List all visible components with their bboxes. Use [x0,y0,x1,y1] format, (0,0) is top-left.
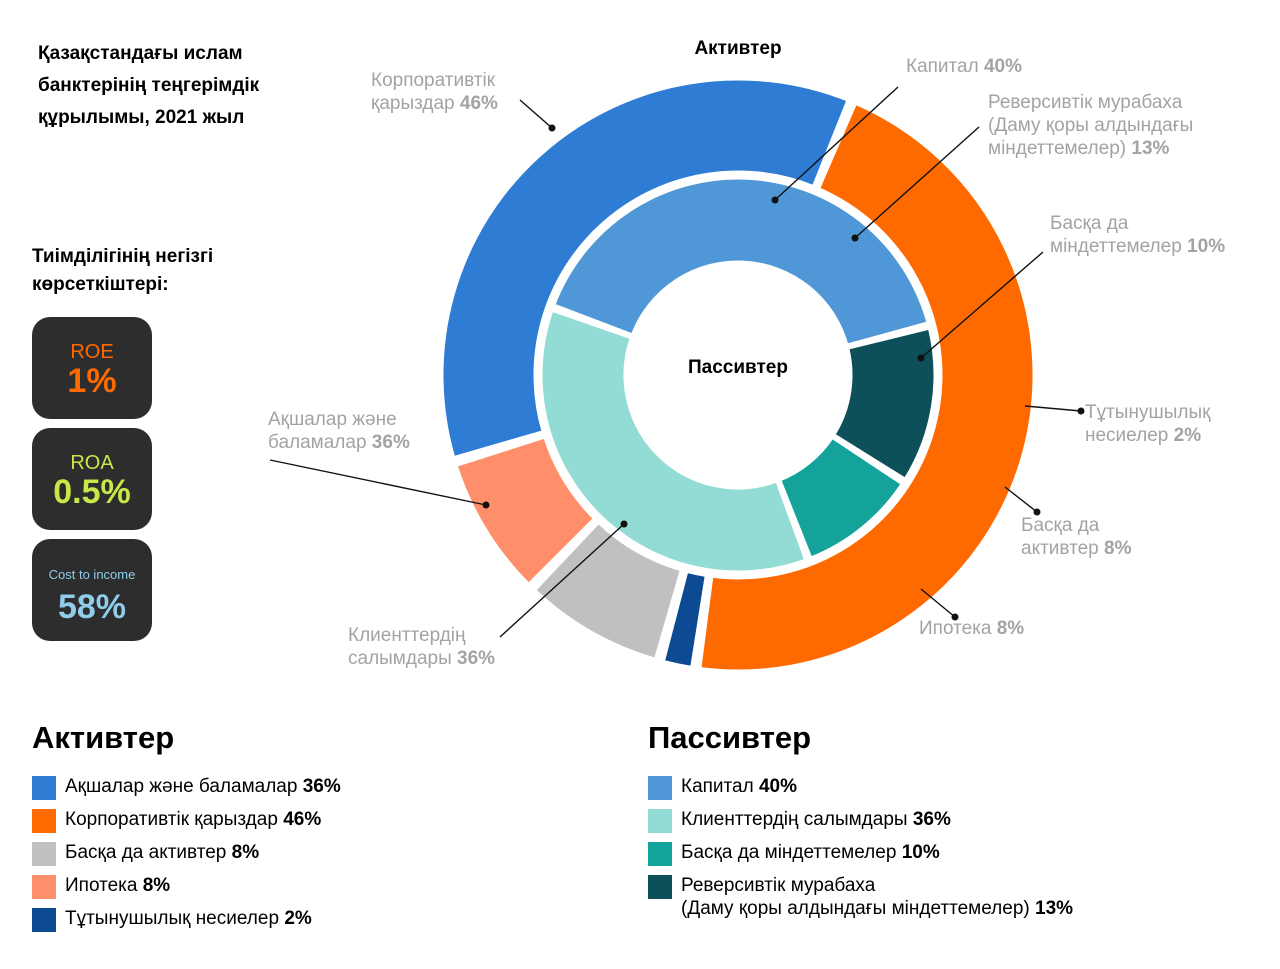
kpi-label: ROA [70,452,114,474]
donut-slice [778,435,904,560]
legend-label: Реверсивтік мурабаха (Даму қоры алдындағ… [681,875,1035,919]
chart-title: Қазақстандағы ислам банктерінің теңгерім… [38,43,260,128]
outer-ring-assets [440,77,1036,673]
callouts: Ақшалар және баламалар 36% Корпоративтік қа… [268,56,1225,669]
legend-swatch [648,809,672,833]
kpi-value: 0.5% [53,473,131,511]
legend-assets: Ақшалар және баламалар 36% Корпоративтік … [32,775,341,940]
donut-slice [440,77,850,460]
legend-swatch [648,842,672,866]
callout-dot [548,124,556,132]
legend-value: 36% [302,776,341,797]
legend-label: Басқа да активтер [65,842,232,863]
callout-line [854,126,980,239]
callout-dot [951,613,959,621]
legend-swatch [32,842,56,866]
callout-dot [620,520,628,528]
callout-label: Клиенттердің салымдары 36% [348,625,495,669]
legend-label: Басқа да міндеттемелер [681,842,902,863]
legend-item: Басқа да активтер 8% [32,841,341,866]
legend-liabilities: Капитал 40% Клиенттердің салымдары 36% Бас… [648,775,1073,930]
legend-swatch [32,875,56,899]
callout-dot [917,354,925,362]
legend-value: 10% [901,842,940,863]
inner-ring-label: Пассивтер [688,357,788,378]
donut-slice [661,569,708,669]
legend-item: Басқа да міндеттемелер 10% [648,841,1073,866]
callout-label: Басқа да активтер 8% [1021,515,1132,559]
kpi-card-roe: ROE 1% [32,317,152,419]
legend-item: Тұтынушылық несиелер 2% [32,907,341,932]
kpi-card-cost-to-income: Cost to income 58% [32,539,152,641]
legend-item: Реверсивтік мурабаха (Даму қоры алдындағ… [648,874,1073,920]
legend-label: Тұтынушылық несиелер [65,908,285,929]
legend-liabilities-title: Пассивтер [648,720,812,755]
legend-value: 8% [231,842,260,863]
legend-value: 2% [284,908,312,929]
legend-value: 46% [283,809,322,830]
callout-label: Реверсивтік мурабаха (Даму қоры алдындағы… [988,92,1193,159]
legend-label: Корпоративтік қарыздар [65,809,284,830]
legend-item: Капитал 40% [648,775,1073,800]
legend-value: 40% [758,776,797,797]
legend-label: Ипотека [65,875,143,896]
legend-swatch [648,875,672,899]
donut-slice [454,435,596,586]
callout-line [774,86,899,201]
legend-value: 13% [1035,898,1074,919]
donut-slice [539,308,808,574]
legend-swatch [32,908,56,932]
legend-swatch [648,776,672,800]
callout-dot [771,196,779,204]
kpi-label: ROE [70,341,114,363]
callout-line [519,99,553,129]
callout-label: Ипотека 8% [919,618,1024,639]
callout-line [269,459,487,506]
callout-dot [1077,407,1085,415]
donut-slice [533,520,683,661]
donut-chart: Ақшалар және баламалар 36% Корпоративтік қа… [268,38,1225,673]
callout-line [920,251,1044,359]
legend-value: 8% [142,875,171,896]
callout-line [499,523,625,638]
callout-label: Ақшалар және баламалар 36% [268,409,410,453]
donut-slice [832,326,937,481]
callout-dot [851,234,859,242]
inner-ring-liabilities [539,176,937,574]
legend-label: Ақшалар және баламалар [65,776,303,797]
callout-label: Тұтынушылық несиелер 2% [1085,402,1211,446]
callout-line [1024,405,1082,412]
kpi-label: Cost to income [48,567,136,582]
kpi-value: 58% [57,588,127,626]
legend-swatch [32,776,56,800]
outer-ring-label: Активтер [694,38,781,59]
kpi-heading: Тиімділігінің негізгі көрсеткіштері: [32,246,214,295]
legend-label: Клиенттердің салымдары [681,809,913,830]
legend-item: Корпоративтік қарыздар 46% [32,808,341,833]
callout-line [920,588,956,618]
callout-dot [482,501,490,509]
legend-value: 36% [912,809,951,830]
kpi-card-roa: ROA 0.5% [32,428,152,530]
legend-assets-title: Активтер [32,720,175,755]
callout-label: Капитал 40% [906,56,1022,77]
donut-slice [552,176,930,347]
legend-item: Ақшалар және баламалар 36% [32,775,341,800]
legend-label: Капитал [681,776,759,797]
legend-item: Ипотека 8% [32,874,341,899]
kpi-value: 1% [67,362,117,400]
callout-line [1004,486,1038,513]
callout-dot [1033,508,1041,516]
callout-label: Басқа да міндеттемелер 10% [1050,213,1225,257]
legend-swatch [32,809,56,833]
callout-label: Корпоративтік қарыздар 46% [371,70,498,114]
legend-item: Клиенттердің салымдары 36% [648,808,1073,833]
